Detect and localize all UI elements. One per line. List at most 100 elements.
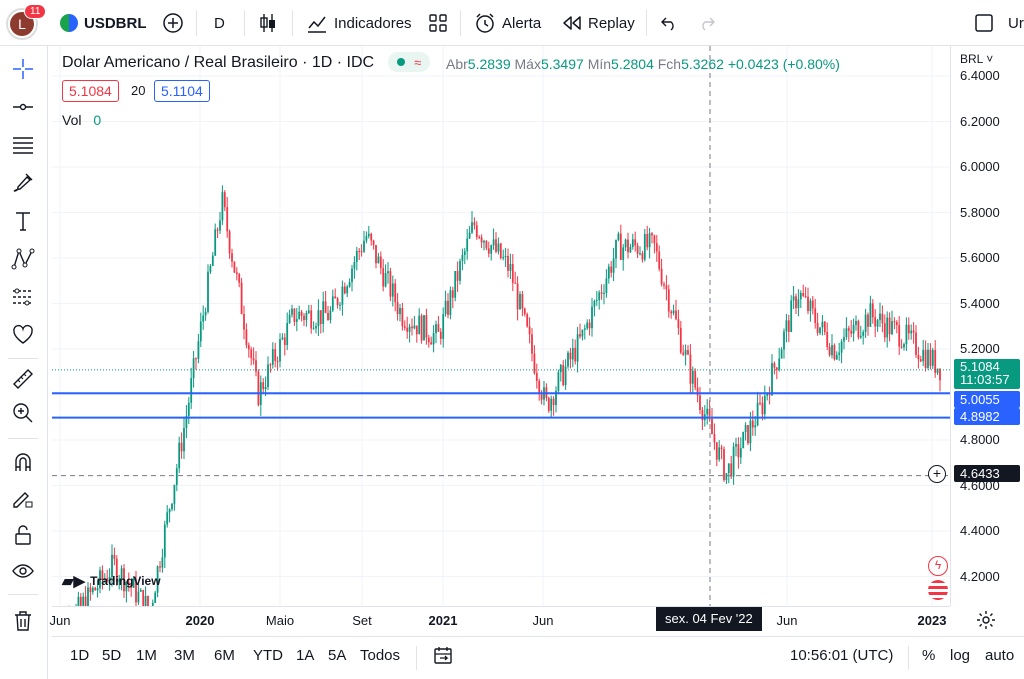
crosshair-tool[interactable] — [8, 54, 38, 84]
candle-body — [593, 301, 596, 307]
candle-body — [291, 308, 293, 315]
candle-body — [245, 329, 248, 346]
close-value: 5.3262 — [681, 56, 724, 72]
candle-body — [353, 261, 356, 269]
symbol-search-button[interactable]: USDBRL — [60, 8, 147, 38]
measure-tool[interactable] — [8, 364, 38, 394]
candle-body — [454, 270, 457, 298]
candle-body — [535, 372, 538, 381]
redo-button[interactable] — [698, 8, 716, 38]
prediction-tool[interactable] — [8, 282, 38, 312]
candle-body — [156, 566, 159, 593]
indicators-button[interactable]: Indicadores — [306, 8, 412, 38]
truncated-menu-label[interactable]: Ur — [1008, 14, 1024, 32]
candle-body — [869, 303, 872, 327]
replay-button[interactable]: Replay — [562, 8, 635, 38]
interval-label: D — [214, 14, 225, 32]
candle-body — [142, 589, 145, 606]
currency-selector[interactable]: BRL ˅ — [960, 52, 994, 66]
candle-body — [550, 398, 553, 411]
drawing-mode-tool[interactable] — [8, 484, 38, 514]
favorites-tool[interactable] — [8, 320, 38, 350]
add-plus-icon[interactable]: + — [928, 465, 946, 483]
price-axis[interactable]: BRL ˅ 6.4000 6.2000 6.0000 5.8000 5.6000 5.40… — [950, 46, 1024, 606]
candle-body — [228, 231, 231, 254]
candle-body — [456, 270, 459, 281]
candle-body — [216, 229, 219, 231]
range-3m[interactable]: 3M — [174, 647, 195, 664]
candle-body — [598, 292, 601, 301]
log-scale-toggle[interactable]: log — [950, 647, 971, 664]
candle-body — [101, 570, 104, 580]
compare-button[interactable] — [162, 8, 184, 38]
text-tool[interactable] — [8, 206, 38, 236]
pattern-tool[interactable] — [8, 244, 38, 274]
candle-body — [835, 354, 838, 360]
candle-body — [538, 380, 541, 394]
sell-price-button[interactable]: 5.1084 — [62, 80, 119, 102]
candle-body — [379, 256, 382, 269]
alert-button[interactable]: Alerta — [474, 8, 541, 38]
range-5a[interactable]: 5A — [328, 647, 347, 664]
buy-price-button[interactable]: 5.1104 — [154, 80, 210, 102]
high-label: Máx — [514, 56, 541, 72]
candle-body — [295, 319, 298, 322]
range-6m[interactable]: 6M — [214, 647, 235, 664]
candle-body — [336, 298, 339, 306]
candle-body — [809, 300, 812, 312]
price-chart[interactable] — [52, 46, 950, 606]
market-status-pill[interactable]: ≈ — [388, 52, 430, 72]
range-ytd[interactable]: YTD — [253, 647, 283, 664]
candle-body — [391, 283, 394, 297]
candle-body — [199, 321, 202, 342]
fullscreen-button[interactable] — [974, 8, 994, 38]
chart-type-button[interactable] — [258, 8, 278, 38]
range-1d[interactable]: 1D — [70, 647, 90, 664]
candle-body — [571, 347, 574, 360]
candle-body — [651, 233, 653, 236]
fib-tool[interactable] — [8, 130, 38, 160]
brush-tool[interactable] — [8, 168, 38, 198]
forecast-icon — [13, 288, 33, 306]
time-tick-label: 2023 — [917, 613, 947, 628]
candle-body — [171, 503, 173, 510]
lightning-icon[interactable]: ϟ — [928, 556, 948, 576]
auto-scale-toggle[interactable]: auto — [985, 647, 1015, 664]
trend-line-tool[interactable] — [8, 92, 38, 122]
undo-button[interactable] — [660, 8, 678, 38]
layouts-button[interactable] — [428, 8, 448, 38]
interval-button[interactable]: D — [214, 8, 225, 38]
remove-drawings-tool[interactable] — [8, 606, 38, 636]
candle-body — [631, 239, 634, 247]
candle-body — [341, 286, 344, 305]
range-5d[interactable]: 5D — [102, 647, 122, 664]
candle-body — [77, 596, 80, 606]
lock-tool[interactable] — [8, 520, 38, 550]
range-todos[interactable]: Todos — [360, 647, 401, 664]
time-axis[interactable]: Jun 2020 Maio Set 2021 Jun Jun 2023 sex. 04 Fev… — [50, 606, 950, 634]
range-1m[interactable]: 1M — [136, 647, 157, 664]
magnet-tool[interactable] — [8, 448, 38, 478]
candle-body — [499, 243, 502, 259]
rewind-icon — [563, 16, 581, 30]
high-value: 5.3497 — [540, 56, 584, 72]
zoom-tool[interactable] — [8, 398, 38, 428]
candle-body — [307, 310, 310, 313]
percent-scale-toggle[interactable]: % — [922, 647, 936, 664]
candle-body — [773, 363, 776, 368]
candle-body — [365, 236, 368, 241]
range-1a[interactable]: 1A — [296, 647, 315, 664]
us-flag-icon[interactable] — [928, 580, 948, 600]
currency-label: BRL — [960, 52, 983, 66]
candle-body — [255, 360, 257, 372]
candle-body — [286, 322, 289, 346]
visibility-tool[interactable] — [8, 556, 38, 586]
candle-body — [646, 234, 649, 248]
utc-clock[interactable]: 10:56:01 (UTC) — [790, 647, 894, 664]
settings-button[interactable] — [976, 610, 996, 635]
go-to-date-button[interactable] — [432, 645, 454, 671]
ruler-icon — [13, 369, 33, 389]
candle-body — [257, 371, 260, 405]
candle-body — [403, 326, 406, 328]
candle-body — [180, 442, 183, 452]
